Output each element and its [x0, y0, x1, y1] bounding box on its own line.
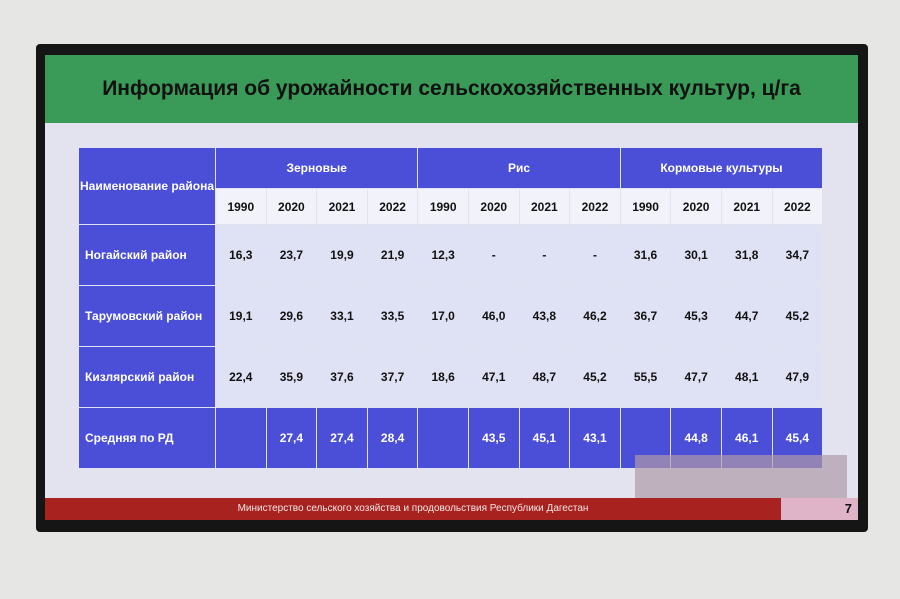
table-cell: 45,2: [570, 347, 620, 407]
header-year: 2022: [772, 189, 823, 224]
table-row: Кизлярский район 22,4 35,9 37,6 37,7 18,6 47,1…: [79, 347, 823, 407]
yield-table: Наименование района Зерновые Рис Кормовые к…: [78, 147, 823, 469]
table-cell: 37,7: [367, 347, 418, 407]
table-cell: 23,7: [266, 225, 317, 285]
table-cell: 12,3: [418, 225, 468, 285]
table-cell: 48,7: [519, 347, 570, 407]
row-label: Средняя по РД: [79, 408, 215, 468]
table-cell: 47,7: [671, 347, 721, 407]
page-number: 7: [781, 498, 858, 520]
table-cell: 44,7: [721, 286, 772, 346]
table-cell: -: [570, 225, 620, 285]
table-row: Тарумовский район 19,1 29,6 33,1 33,5 17,0 46,…: [79, 286, 823, 346]
header-year: 2020: [468, 189, 519, 224]
table-row: Ногайский район 16,3 23,7 19,9 21,9 12,3- - -31…: [79, 225, 823, 285]
header-year: 2021: [317, 189, 367, 224]
table-cell: 43,5: [468, 408, 519, 468]
header-year: 2022: [570, 189, 620, 224]
header-row: Наименование района Зерновые Рис Кормовые к…: [79, 148, 823, 224]
table-cell: 46,2: [570, 286, 620, 346]
slide-title: Информация об урожайности сельскохозяйст…: [102, 77, 801, 100]
table-cell: 16,3: [216, 225, 266, 285]
table-cell: 28,4: [367, 408, 418, 468]
row-label: Ногайский район: [79, 225, 215, 285]
table-cell: 31,8: [721, 225, 772, 285]
empty-cell: [418, 408, 468, 468]
header-row: 1990 2020 2021 2022 1990 2020 2021 2022 1990 2020…: [79, 189, 823, 224]
header-group: Зерновые: [216, 148, 418, 188]
table-cell: 45,2: [772, 286, 823, 346]
table-cell: 35,9: [266, 347, 317, 407]
table-cell: 19,9: [317, 225, 367, 285]
table-cell: 37,6: [317, 347, 367, 407]
header-year: 2021: [519, 189, 570, 224]
table-cell: 18,6: [418, 347, 468, 407]
table-cell: 45,3: [671, 286, 721, 346]
table-cell: 31,6: [620, 225, 671, 285]
table-cell: 19,1: [216, 286, 266, 346]
footer-band: [45, 498, 858, 520]
table-row: Средняя по РД 27,4 27,4 28,4 43,5 45,1 43,1 44,…: [79, 408, 823, 468]
table-cell: 33,1: [317, 286, 367, 346]
table-cell: 33,5: [367, 286, 418, 346]
table-cell: 55,5: [620, 347, 671, 407]
header-year: 2021: [721, 189, 772, 224]
table-cell: -: [468, 225, 519, 285]
header-year: 1990: [418, 189, 468, 224]
table-cell: 27,4: [266, 408, 317, 468]
table-cell: 43,1: [570, 408, 620, 468]
table-cell: 22,4: [216, 347, 266, 407]
slide: Информация об урожайности сельскохозяйст…: [45, 55, 858, 520]
header-year: 2020: [266, 189, 317, 224]
video-overlay: [635, 455, 847, 498]
table-cell: -: [519, 225, 570, 285]
row-label: Тарумовский район: [79, 286, 215, 346]
table-cell: 27,4: [317, 408, 367, 468]
header-year: 1990: [216, 189, 266, 224]
header-year: 2020: [671, 189, 721, 224]
table-cell: 36,7: [620, 286, 671, 346]
table-cell: 48,1: [721, 347, 772, 407]
table-cell: 47,1: [468, 347, 519, 407]
header-band: [45, 55, 858, 123]
table-cell: 17,0: [418, 286, 468, 346]
footer-text: Министерство сельского хозяйства и продо…: [237, 503, 589, 514]
table-cell: 34,7: [772, 225, 823, 285]
table-cell: 47,9: [772, 347, 823, 407]
empty-cell: [216, 408, 266, 468]
header-group: Рис: [418, 148, 620, 188]
header-year: 1990: [620, 189, 671, 224]
header-year: 2022: [367, 189, 418, 224]
row-label: Кизлярский район: [79, 347, 215, 407]
header-group: Кормовые культуры: [620, 148, 823, 188]
table-cell: 30,1: [671, 225, 721, 285]
table-cell: 46,0: [468, 286, 519, 346]
header-name: Наименование района: [79, 148, 215, 224]
table-cell: 29,6: [266, 286, 317, 346]
table-cell: 21,9: [367, 225, 418, 285]
table-cell: 43,8: [519, 286, 570, 346]
table-cell: 45,1: [519, 408, 570, 468]
